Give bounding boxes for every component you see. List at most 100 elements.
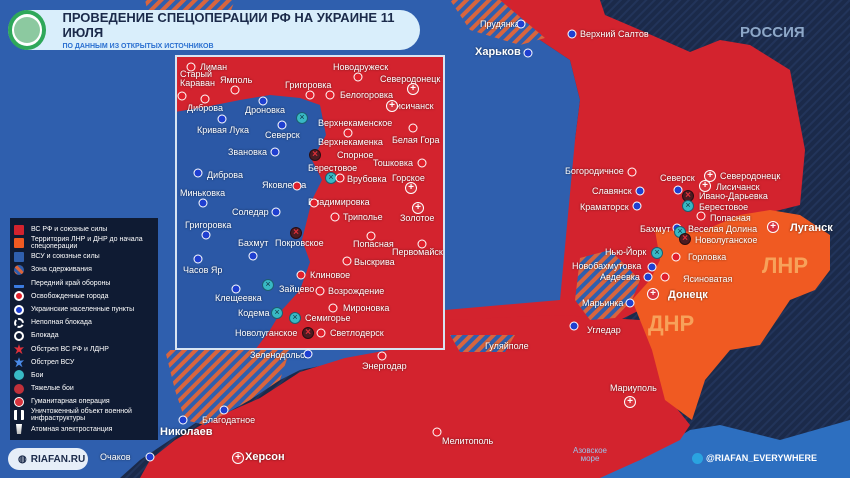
liberated-marker-icon [627,167,637,177]
liberated-marker-icon [315,286,325,296]
place-label: Горловка [688,252,727,262]
ukrainian-marker-icon [198,198,208,208]
humanitarian-marker-icon: + [407,83,419,95]
legend-item: Тяжелые бои [14,382,154,395]
region-russia: РОССИЯ [740,24,805,41]
fight-marker-icon: × [271,307,283,319]
social-text: @RIAFAN_EVERYWHERE [706,453,817,463]
place-label: Славянск [592,186,632,196]
liberated-marker-icon [305,90,315,100]
header-banner: ПРОВЕДЕНИЕ СПЕЦОПЕРАЦИИ РФ НА УКРАИНЕ 11… [8,10,420,50]
place-label: Золотое [400,213,435,223]
liberated-marker-icon [671,252,681,262]
place-label: Триполье [343,212,383,222]
place-label: Бахмут [238,238,269,248]
place-label: Новобахмутовка [572,261,642,271]
liberated-marker-icon [328,303,338,313]
ukrainian-marker-icon [277,120,287,130]
legend-item: Украинские населенные пункты [14,303,154,316]
ukrainian-marker-icon [217,114,227,124]
legend-item: Бои [14,369,154,382]
legend-item: Обстрел ВСУ [14,356,154,369]
place-label: Спорное [337,150,374,160]
place-label: Попасная [353,239,394,249]
liberated-marker-icon [417,239,427,249]
place-label: Белая Гора [392,135,440,145]
azov-sea-label: Азовское море [572,446,607,463]
brand-text: RIAFAN.RU [30,453,86,465]
liberated-marker-icon [296,270,306,280]
brand-badge[interactable]: ◍ RIAFAN.RU [8,448,88,470]
region-dnr: ДНР [648,311,695,336]
legend-item: Гуманитарная операция [14,395,154,408]
ukrainian-marker-icon [567,29,577,39]
place-label: Авдеевка [600,272,640,282]
ukrainian-marker-icon [271,207,281,217]
liberated-marker-icon [177,91,187,101]
orange-square-icon [14,238,24,249]
liberated-marker-icon [342,256,352,266]
humanitarian-marker-icon: + [767,221,779,233]
place-label: Марьинка [582,298,624,308]
liberated-marker-icon [335,173,345,183]
place-label: Северск [660,173,695,183]
liberated-marker-icon [408,123,418,133]
russia-forces-area-east [445,0,805,330]
legend-label: Обстрел ВС РФ и ЛДНР [31,345,109,353]
ring-icon [14,330,24,341]
place-label: Звановка [228,147,268,157]
defense-line-icon [14,278,24,289]
place-label: Соледар [232,207,269,217]
liberated-marker-icon [200,94,210,104]
legend-item: Зона сдерживания [14,263,154,276]
legend-label: Освобожденные города [31,292,109,300]
social-handle[interactable]: @RIAFAN_EVERYWHERE [692,453,817,465]
red-dot-icon [14,291,24,302]
place-label: Дроновка [245,105,286,115]
place-label: Ивано-Дарьевка [699,191,768,201]
legend-label: Тяжелые бои [31,385,74,393]
place-label: Харьков [475,46,521,58]
place-label: Северск [265,130,300,140]
legend-item: Обстрел ВС РФ и ЛДНР [14,343,154,356]
place-label: Клиновое [310,270,351,280]
liberated-marker-icon [366,231,376,241]
liberated-marker-icon [432,427,442,437]
liberated-marker-icon [377,351,387,361]
legend-label: Неполная блокада [31,319,92,327]
place-label: Врубовка [347,174,387,184]
legend-item: Территория ЛНР и ДНР до начала спецопера… [14,236,154,250]
humanitarian-marker-icon: + [412,202,424,214]
place-label: Кривая Лука [197,125,249,135]
ukrainian-marker-icon [201,230,211,240]
legend-item: Атомная электростанция [14,422,154,435]
legend-label: Зона сдерживания [31,266,92,274]
blue-explosion-icon [14,357,24,368]
place-label: Попасная [710,213,751,223]
blue-dot-icon [14,304,24,315]
fight-marker-icon: × [262,279,274,291]
place-label: Очаков [100,452,131,462]
place-label: Владимировка [308,197,370,207]
place-label: Верхнекаменка [318,137,383,147]
lnr-dnr-territory [632,210,830,420]
place-label: Часов Яр [183,265,223,275]
place-label: Луганск [790,222,833,234]
liberated-marker-icon [330,212,340,222]
place-label: Зеленодольск [250,350,309,360]
place-label: Веселая Долина [688,224,758,234]
page-title: ПРОВЕДЕНИЕ СПЕЦОПЕРАЦИИ РФ НА УКРАИНЕ 11… [62,10,395,40]
ukrainian-marker-icon [632,201,642,211]
place-label: Белогоровка [340,90,393,100]
place-label: Прудянка [480,19,520,29]
legend-label: ВС РФ и союзные силы [31,226,108,234]
liberated-marker-icon [309,198,319,208]
place-label: Херсон [245,451,285,463]
ukrainian-marker-icon [647,262,657,272]
humanitarian-marker-icon: + [405,182,417,194]
ukrainian-marker-icon [516,19,526,29]
liberated-marker-icon [660,272,670,282]
ukrainian-marker-icon [219,405,229,415]
sea [560,420,850,478]
place-label: Горское [392,173,425,183]
